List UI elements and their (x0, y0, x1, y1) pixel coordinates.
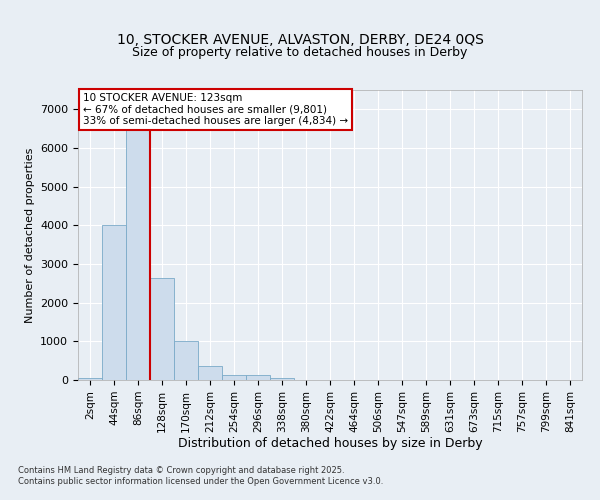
Bar (150, 278, 174, 380)
Text: 10 STOCKER AVENUE: 123sqm
← 67% of detached houses are smaller (9,801)
33% of se: 10 STOCKER AVENUE: 123sqm ← 67% of detac… (83, 93, 348, 126)
X-axis label: Distribution of detached houses by size in Derby: Distribution of detached houses by size … (178, 438, 482, 450)
Text: Size of property relative to detached houses in Derby: Size of property relative to detached ho… (133, 46, 467, 59)
Bar (174, 342, 198, 380)
Bar (198, 366, 222, 380)
Bar (246, 375, 270, 380)
Y-axis label: Number of detached properties: Number of detached properties (25, 148, 35, 322)
Text: Contains HM Land Registry data © Crown copyright and database right 2025.: Contains HM Land Registry data © Crown c… (18, 466, 344, 475)
Bar (222, 375, 246, 380)
Text: 10, STOCKER AVENUE, ALVASTON, DERBY, DE24 0QS: 10, STOCKER AVENUE, ALVASTON, DERBY, DE2… (116, 34, 484, 48)
Bar (102, 226, 126, 380)
Bar (78, 378, 102, 380)
Bar (270, 378, 294, 380)
Text: Contains public sector information licensed under the Open Government Licence v3: Contains public sector information licen… (18, 477, 383, 486)
Bar (126, 123, 150, 380)
